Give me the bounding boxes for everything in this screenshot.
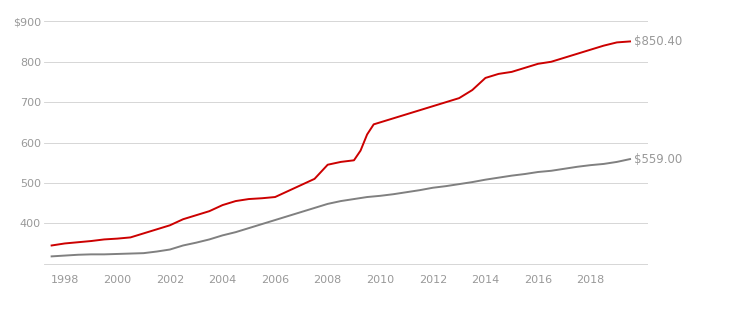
Text: $559.00: $559.00 — [634, 153, 682, 166]
Text: $850.40: $850.40 — [634, 35, 682, 48]
